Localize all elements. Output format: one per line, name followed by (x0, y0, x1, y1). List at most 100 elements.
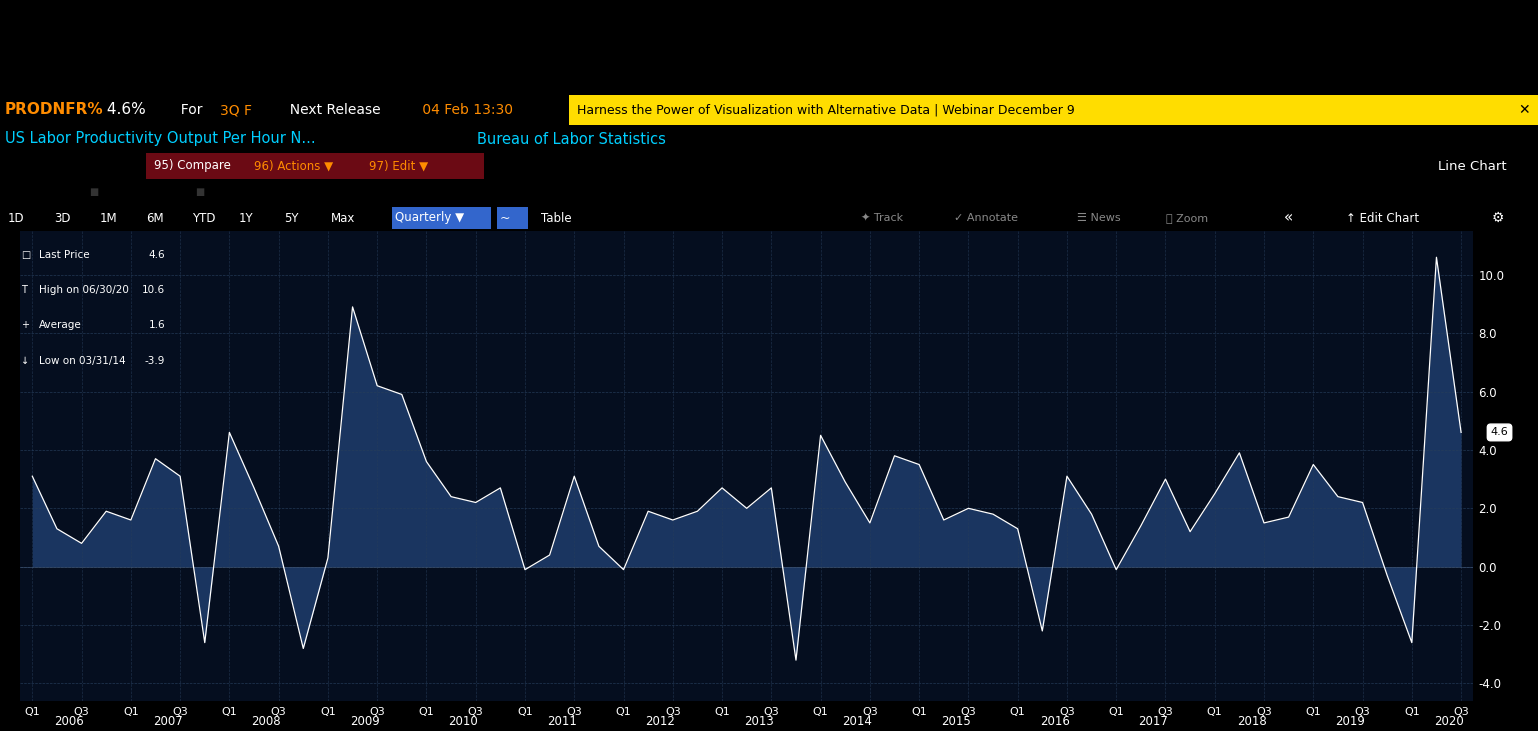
Text: ↓: ↓ (22, 355, 29, 366)
Text: 2014: 2014 (843, 715, 872, 728)
Text: 5Y: 5Y (285, 211, 298, 224)
Text: Q3: Q3 (1060, 707, 1075, 717)
Text: 10.6: 10.6 (141, 285, 166, 295)
Text: Line Chart: Line Chart (1438, 159, 1507, 173)
Text: «: « (1284, 211, 1293, 225)
Text: Q1: Q1 (1404, 707, 1420, 717)
Text: Q3: Q3 (1257, 707, 1272, 717)
Text: Q1: Q1 (1207, 707, 1223, 717)
Text: 1.6: 1.6 (149, 320, 166, 330)
Text: 2015: 2015 (941, 715, 970, 728)
Text: 2016: 2016 (1040, 715, 1069, 728)
Text: Low on 03/31/14: Low on 03/31/14 (38, 355, 126, 366)
Text: 2008: 2008 (252, 715, 281, 728)
Text: Q3: Q3 (271, 707, 286, 717)
Text: For: For (172, 103, 208, 117)
Text: PRODNFR%: PRODNFR% (5, 102, 103, 118)
Text: 4.6: 4.6 (1490, 428, 1509, 437)
Text: 04 Feb 13:30: 04 Feb 13:30 (418, 103, 514, 117)
Text: Table: Table (541, 211, 572, 224)
Text: ⚙: ⚙ (1492, 211, 1504, 225)
Text: Q3: Q3 (961, 707, 977, 717)
Text: ■: ■ (89, 187, 98, 197)
Text: 2013: 2013 (744, 715, 774, 728)
Text: Q1: Q1 (615, 707, 632, 717)
Text: 97) Edit ▼: 97) Edit ▼ (369, 159, 428, 173)
Text: Q1: Q1 (910, 707, 927, 717)
Text: Q3: Q3 (664, 707, 681, 717)
Text: Q1: Q1 (418, 707, 434, 717)
Bar (497, 207, 528, 229)
Text: Harness the Power of Visualization with Alternative Data | Webinar December 9: Harness the Power of Visualization with … (577, 104, 1075, 116)
Text: Q1: Q1 (221, 707, 237, 717)
Text: 2020: 2020 (1433, 715, 1464, 728)
Text: Q3: Q3 (861, 707, 878, 717)
Text: Q3: Q3 (1355, 707, 1370, 717)
Text: 🔍 Zoom: 🔍 Zoom (1166, 213, 1207, 223)
Text: YTD: YTD (192, 211, 215, 224)
Text: Q3: Q3 (1453, 707, 1469, 717)
Text: PRODNFR% Index: PRODNFR% Index (5, 159, 137, 173)
Text: Q1: Q1 (25, 707, 40, 717)
Text: 2007: 2007 (152, 715, 183, 728)
Text: Q3: Q3 (763, 707, 780, 717)
Text: Q1: Q1 (1306, 707, 1321, 717)
Text: 3Q F: 3Q F (220, 103, 252, 117)
Text: Local CCY: Local CCY (295, 186, 352, 199)
Text: Q3: Q3 (1158, 707, 1173, 717)
Text: Q1: Q1 (123, 707, 138, 717)
Text: Q3: Q3 (566, 707, 583, 717)
Text: 1Y: 1Y (238, 211, 254, 224)
Text: ▼: ▼ (371, 187, 378, 197)
Text: 6M: 6M (146, 211, 163, 224)
Bar (569, 95, 1538, 125)
Text: High on 06/30/20: High on 06/30/20 (38, 285, 129, 295)
Text: T: T (22, 285, 28, 295)
Text: ■ Key Events: ■ Key Events (523, 186, 606, 199)
Text: ↑ Edit Chart: ↑ Edit Chart (1346, 211, 1420, 224)
Text: 2018: 2018 (1237, 715, 1267, 728)
Text: Q3: Q3 (172, 707, 188, 717)
Text: 1D: 1D (8, 211, 25, 224)
Text: Q1: Q1 (320, 707, 335, 717)
Text: 95) Compare: 95) Compare (154, 159, 231, 173)
Text: 12/08/2005: 12/08/2005 (5, 186, 72, 199)
Text: Q1: Q1 (517, 707, 532, 717)
Text: +: + (22, 320, 29, 330)
Text: -  09/30/2020: - 09/30/2020 (102, 186, 185, 199)
Text: 2019: 2019 (1335, 715, 1366, 728)
Text: Q1: Q1 (1010, 707, 1026, 717)
Bar (392, 207, 491, 229)
Text: ✕: ✕ (1518, 103, 1530, 117)
Text: 4.6%: 4.6% (102, 102, 145, 118)
Text: ■: ■ (195, 187, 205, 197)
Text: Last Price: Last Price (38, 250, 89, 260)
Text: 2006: 2006 (54, 715, 85, 728)
Text: 2011: 2011 (548, 715, 577, 728)
Text: Q1: Q1 (812, 707, 829, 717)
Text: 2012: 2012 (646, 715, 675, 728)
Text: Q1: Q1 (1109, 707, 1124, 717)
Text: Q3: Q3 (74, 707, 89, 717)
Text: 96) Actions ▼: 96) Actions ▼ (254, 159, 332, 173)
Text: Last Px: Last Px (215, 186, 261, 199)
Text: ☰ News: ☰ News (1077, 213, 1120, 223)
Text: Next Release: Next Release (281, 103, 381, 117)
Text: Quarterly ▼: Quarterly ▼ (395, 211, 464, 224)
Text: □: □ (22, 250, 31, 260)
Text: ✓ Annotate: ✓ Annotate (954, 213, 1018, 223)
Bar (146, 153, 484, 179)
Text: 3D: 3D (54, 211, 71, 224)
Text: ~: ~ (500, 211, 511, 224)
Text: US Labor Productivity Output Per Hour N...: US Labor Productivity Output Per Hour N.… (5, 132, 315, 146)
Text: -3.9: -3.9 (145, 355, 166, 366)
Text: Average: Average (38, 320, 82, 330)
Text: ■ Mov Avgs ✓: ■ Mov Avgs ✓ (400, 186, 484, 199)
Text: Max: Max (331, 211, 355, 224)
Text: 4.6: 4.6 (149, 250, 166, 260)
Text: 1M: 1M (100, 211, 117, 224)
Text: 2017: 2017 (1138, 715, 1167, 728)
Text: Bureau of Labor Statistics: Bureau of Labor Statistics (477, 132, 666, 146)
Text: 2010: 2010 (449, 715, 478, 728)
Text: ✦ Track: ✦ Track (861, 213, 903, 223)
